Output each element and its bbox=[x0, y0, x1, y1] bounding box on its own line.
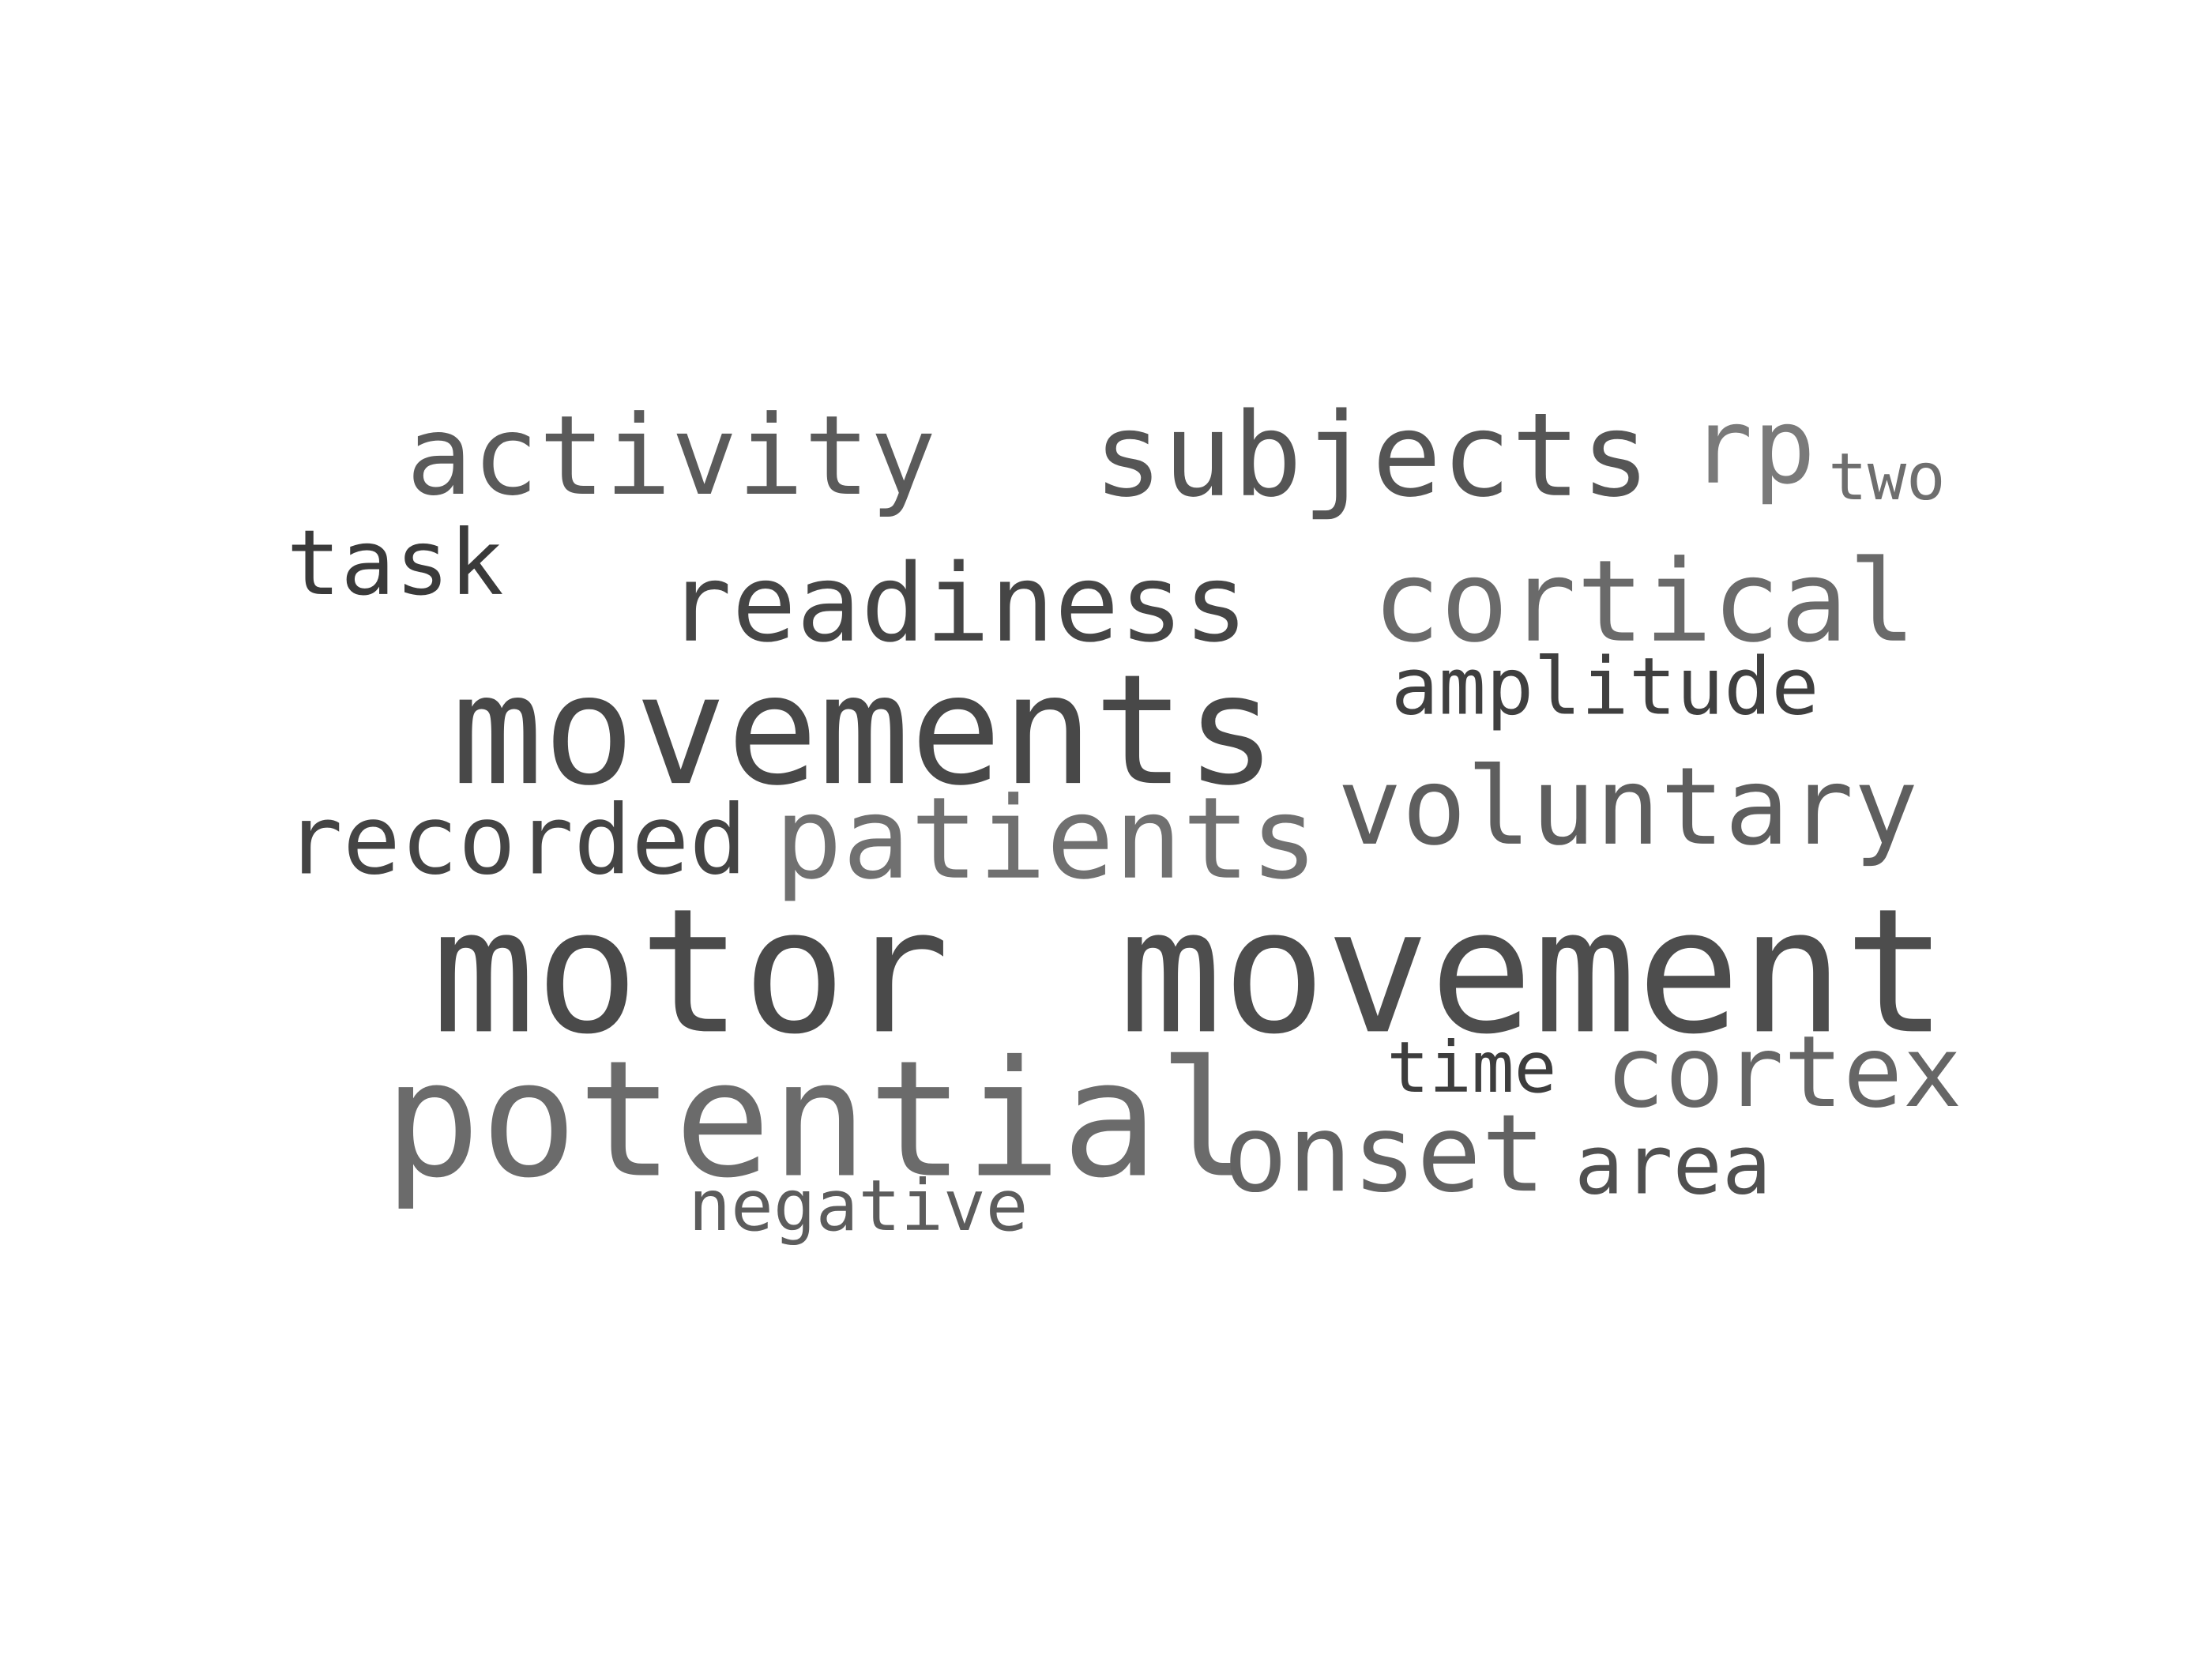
word-potential: potential bbox=[383, 1025, 1255, 1213]
word-cortex: cortex bbox=[1605, 1014, 1962, 1130]
word-recorded: recorded bbox=[284, 785, 747, 897]
word-area: area bbox=[1574, 1117, 1772, 1213]
word-rp: rp bbox=[1690, 386, 1816, 508]
word-voluntary: voluntary bbox=[1337, 743, 1919, 869]
word-task: task bbox=[286, 512, 504, 617]
word-amplitude: amplitude bbox=[1390, 641, 1819, 734]
word-motor: motor bbox=[431, 871, 950, 1073]
word-subjects: subjects bbox=[1093, 389, 1651, 524]
word-patients: patients bbox=[774, 773, 1319, 905]
word-activity: activity bbox=[406, 393, 937, 521]
word-readiness: readiness bbox=[667, 540, 1249, 666]
word-movement: movement bbox=[1119, 871, 1948, 1073]
word-time: time bbox=[1386, 1026, 1557, 1109]
word-two: two bbox=[1828, 438, 1946, 515]
word-movements: movements bbox=[451, 643, 1277, 820]
word-cortical: cortical bbox=[1372, 536, 1917, 668]
word-negative: negative bbox=[688, 1164, 1029, 1247]
word-onset: onset bbox=[1223, 1090, 1546, 1217]
